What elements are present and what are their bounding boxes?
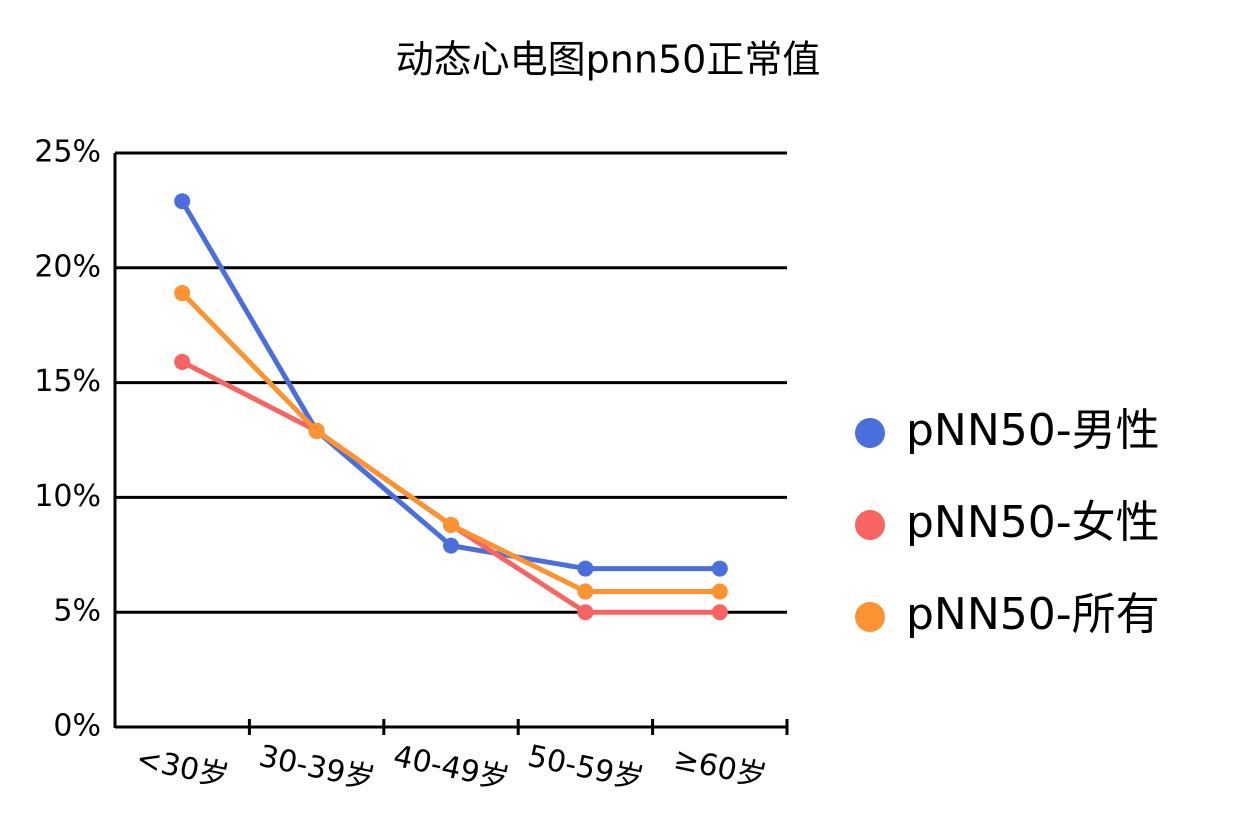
x-tick-label: ≥60岁 [671,741,770,795]
data-point [577,560,594,577]
legend-marker [855,418,885,448]
y-tick-label: 10% [34,479,101,514]
data-point [174,353,191,370]
data-point [711,583,728,600]
data-point [577,604,594,621]
data-point [577,583,594,600]
chart-title: 动态心电图pnn50正常值 [396,38,821,82]
data-point [443,516,459,533]
data-point [711,560,728,577]
data-point [174,285,191,302]
legend-label: pNN50-男性 [906,405,1160,456]
y-tick-label: 15% [34,364,101,399]
data-point [308,422,325,439]
legend-label: pNN50-女性 [906,497,1160,548]
x-tick-label: 30-39岁 [256,739,378,798]
x-tick-label: 50-59岁 [525,739,647,798]
data-point [174,193,191,210]
y-tick-label: 20% [34,249,101,284]
x-tick-label: <30岁 [133,741,232,795]
data-point [443,537,459,554]
series-line [180,199,720,572]
legend-marker [855,602,885,632]
legend-label: pNN50-所有 [906,589,1160,640]
y-tick-label: 25% [34,135,101,170]
legend-marker [855,510,885,540]
y-tick-label: 0% [53,709,101,744]
y-tick-label: 5% [53,594,101,629]
x-tick-label: 40-49岁 [390,739,512,798]
data-point [711,604,728,621]
series-line [181,359,720,615]
